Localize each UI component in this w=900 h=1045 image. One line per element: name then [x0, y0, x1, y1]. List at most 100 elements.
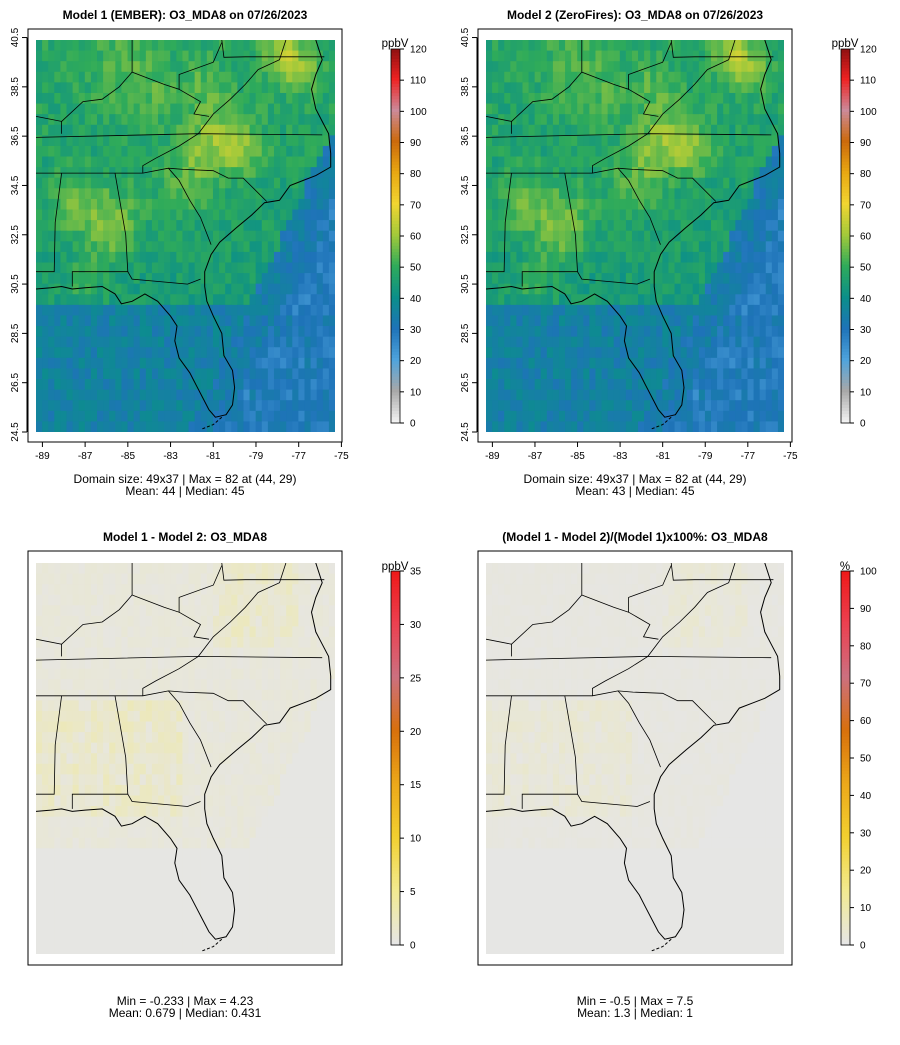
grid-cell [298, 679, 306, 691]
grid-cell [127, 594, 135, 606]
grid-cell [316, 241, 324, 253]
colorbar-step [841, 86, 850, 91]
grid-cell [139, 636, 147, 649]
grid-cell [48, 379, 55, 391]
colorbar-step [841, 285, 850, 290]
colorbar-step [391, 292, 400, 296]
grid-cell [310, 563, 318, 575]
grid-cell [613, 326, 621, 338]
grid-cell [170, 368, 177, 380]
x-tick-label: -85 [121, 451, 136, 462]
grid-cell [115, 347, 123, 359]
grid-cell [298, 605, 306, 617]
grid-cell [60, 658, 68, 670]
grid-cell [212, 188, 220, 200]
grid-cell [668, 209, 676, 221]
grid-cell [97, 251, 104, 264]
grid-cell [78, 742, 86, 754]
grid-cell [267, 124, 275, 136]
grid-cell [316, 326, 324, 338]
colorbar-step [391, 357, 400, 362]
grid-cell [206, 326, 214, 338]
grid-cell [280, 573, 287, 585]
colorbar-step [841, 111, 850, 115]
grid-cell [704, 135, 712, 147]
grid-cell [121, 626, 129, 638]
grid-cell [723, 379, 730, 391]
grid-cell [158, 573, 165, 585]
grid-cell [771, 92, 779, 105]
grid-cell [717, 251, 724, 264]
grid-cell [680, 220, 688, 232]
grid-cell [243, 262, 251, 274]
grid-cell [692, 294, 700, 306]
grid-cell [170, 241, 177, 253]
grid-cell [546, 400, 554, 412]
grid-cell [292, 658, 299, 670]
grid-cell [292, 400, 299, 412]
grid-cell [486, 124, 493, 136]
grid-cell [607, 304, 615, 317]
grid-cell [286, 336, 293, 348]
grid-cell [771, 400, 779, 412]
grid-cell [42, 188, 49, 200]
grid-cell [72, 114, 80, 126]
grid-cell [243, 114, 251, 126]
grid-cell [127, 605, 135, 617]
grid-cell [237, 209, 245, 221]
grid-cell [237, 742, 245, 754]
grid-cell [103, 304, 110, 317]
grid-cell [121, 220, 129, 232]
grid-cell [583, 389, 590, 401]
grid-cell [613, 124, 621, 136]
grid-cell [577, 400, 584, 412]
grid-cell [771, 114, 779, 126]
grid-cell [486, 177, 493, 189]
grid-cell [115, 82, 123, 94]
grid-cell [249, 198, 257, 211]
grid-cell [121, 273, 129, 285]
grid-cell [704, 347, 712, 359]
grid-cell [631, 124, 639, 136]
grid-cell [48, 615, 55, 628]
colorbar-step [841, 161, 850, 165]
grid-cell [328, 103, 335, 115]
grid-cell [36, 647, 43, 659]
grid-cell [595, 336, 603, 348]
grid-cell [765, 241, 773, 253]
grid-cell [170, 82, 177, 94]
grid-cell [674, 220, 682, 232]
grid-cell [322, 626, 330, 638]
grid-cell [176, 573, 184, 585]
grid-cell [534, 357, 542, 370]
grid-cell [316, 124, 324, 136]
grid-cell [237, 357, 245, 370]
grid-cell [322, 679, 330, 691]
grid-cell [36, 763, 43, 775]
grid-cell [78, 658, 86, 670]
grid-cell [115, 357, 123, 370]
grid-cell [280, 626, 287, 638]
x-tick-label: -83 [163, 451, 178, 462]
grid-cell [546, 188, 554, 200]
grid-cell [261, 584, 269, 596]
grid-cell [753, 400, 761, 412]
grid-cell [158, 198, 165, 211]
grid-cell [680, 92, 688, 105]
grid-cell [723, 198, 730, 211]
grid-cell [668, 368, 676, 380]
grid-cell [158, 71, 165, 83]
grid-cell [115, 647, 123, 659]
grid-cell [322, 114, 330, 126]
grid-cell [273, 82, 281, 94]
grid-cell [243, 626, 251, 638]
grid-cell [686, 273, 694, 285]
grid-cell [139, 658, 147, 670]
grid-cell [48, 283, 55, 295]
grid-cell [692, 188, 700, 200]
grid-cell [249, 689, 257, 701]
grid-cell [613, 167, 621, 179]
colorbar-step [391, 126, 400, 131]
grid-cell [644, 177, 651, 189]
